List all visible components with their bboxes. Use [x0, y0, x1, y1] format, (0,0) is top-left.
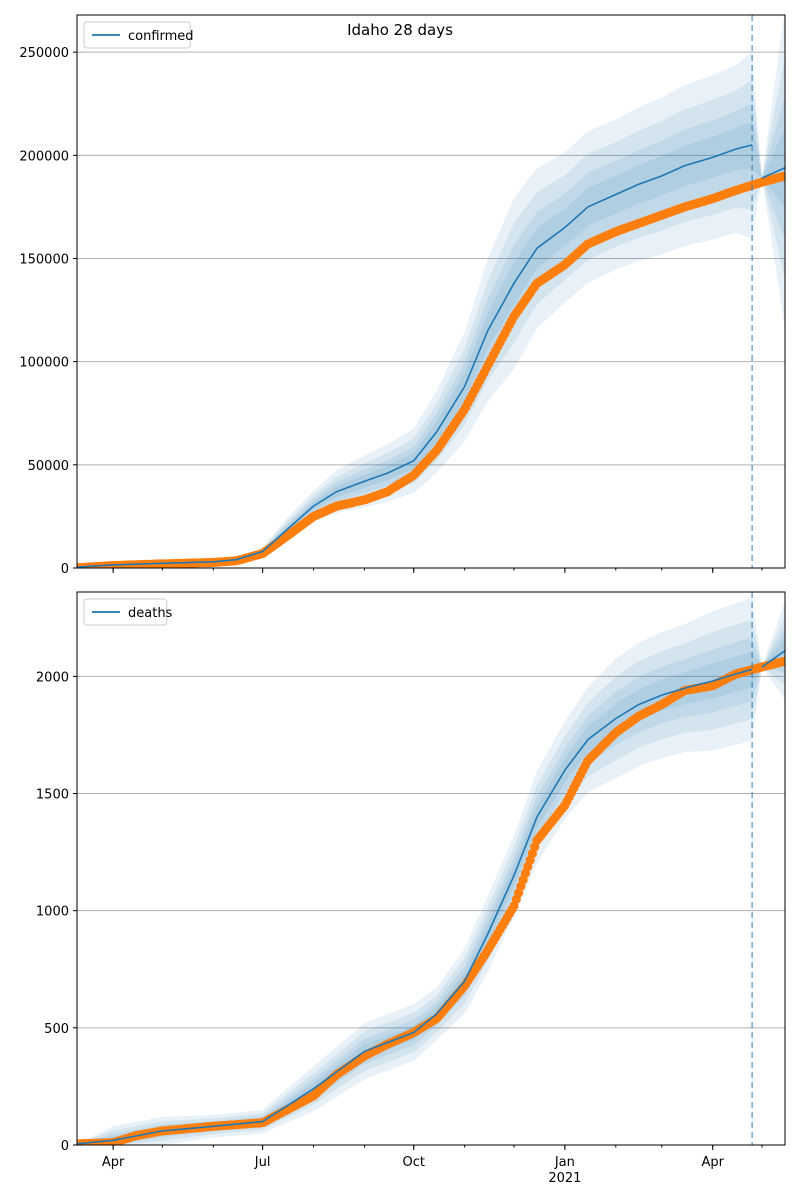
plot-area	[77, 649, 785, 1145]
model-line	[77, 144, 753, 568]
y-tick-label: 1000	[36, 905, 69, 920]
uncertainty-band	[77, 616, 785, 1145]
y-tick-label: 2000	[36, 670, 69, 685]
legend: confirmed	[83, 21, 194, 49]
chart-title: Idaho 28 days	[347, 21, 453, 39]
legend-box	[83, 21, 191, 49]
x-tick-sublabel: 2021	[548, 1171, 581, 1186]
y-tick-label: 0	[61, 562, 69, 577]
observed-point	[778, 657, 785, 667]
y-tick-label: 100000	[19, 356, 69, 371]
axes-frame	[76, 591, 786, 1146]
y-tick-label: 150000	[19, 252, 69, 267]
chart-panel-1: 0 50000 100000 150000 200000 250000 confirmed	[19, 7, 786, 577]
model-forecast-line	[761, 166, 785, 179]
axes-frame	[76, 14, 786, 569]
uncertainty-band	[77, 7, 785, 568]
y-tick-label: 200000	[19, 149, 69, 164]
observed-point	[778, 171, 785, 182]
x-tick-label: Apr	[701, 1155, 724, 1170]
uncertainty-band	[77, 121, 785, 567]
plot-area	[77, 144, 785, 568]
y-tick-label: 0	[61, 1139, 69, 1154]
y-tick-label: 250000	[19, 46, 69, 61]
model-line	[77, 668, 753, 1145]
y-tick-label: 50000	[28, 459, 69, 474]
legend: deaths	[83, 598, 173, 626]
y-tick-label: 500	[44, 1022, 69, 1037]
model-forecast-line	[761, 649, 785, 668]
y-tick-label: 1500	[36, 788, 69, 803]
x-tick-label: Oct	[403, 1155, 425, 1170]
legend-label: confirmed	[128, 29, 194, 44]
x-tick-label: Jan	[554, 1155, 575, 1170]
uncertainty-band	[77, 95, 785, 567]
x-tick-label: Jul	[254, 1155, 271, 1170]
chart-panel-2: 0 500 1000 1500 2000 Apr Jul Oct Jan Apr 2021 death…	[36, 591, 786, 1186]
x-tick-label: Apr	[102, 1155, 125, 1170]
uncertainty-band	[77, 55, 785, 567]
legend-box	[83, 598, 168, 626]
legend-label: deaths	[128, 606, 173, 621]
